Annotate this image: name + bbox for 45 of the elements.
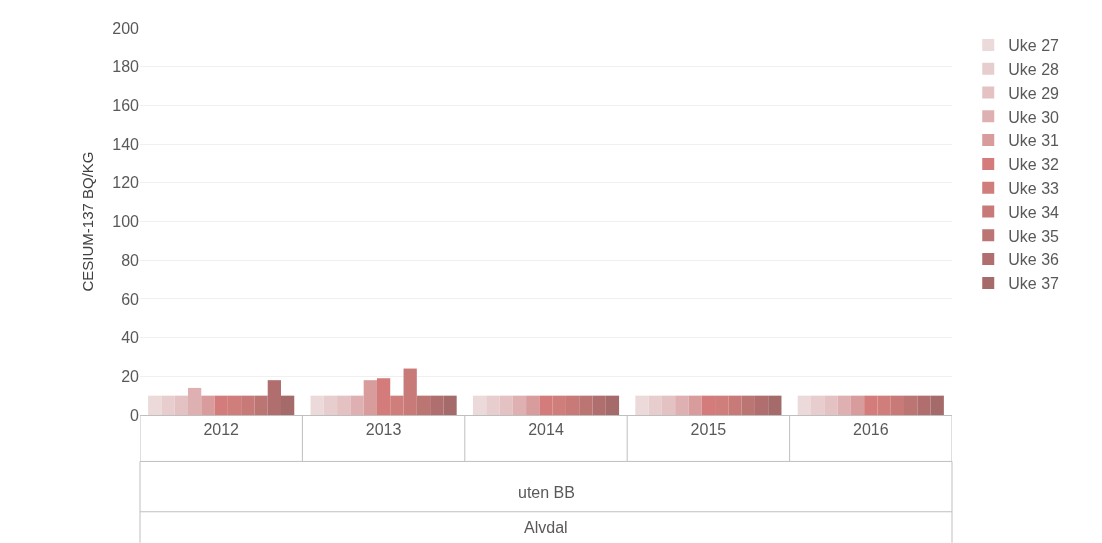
bar (363, 380, 377, 415)
legend-label: Uke 34 (1008, 203, 1060, 221)
legend-label: Uke 27 (1008, 37, 1060, 55)
y-tick-label: 80 (121, 251, 140, 269)
bar (337, 395, 351, 415)
bar (688, 395, 702, 415)
x-tick-label: 2014 (528, 421, 564, 439)
legend-label: Uke 28 (1008, 60, 1060, 78)
bar (350, 395, 364, 415)
y-tick-label: 140 (112, 135, 140, 153)
bar (675, 395, 689, 415)
bar (499, 395, 513, 415)
y-tick-label: 120 (112, 174, 140, 192)
y-tick-label: 160 (112, 97, 140, 114)
bar (526, 395, 540, 415)
legend-label: Uke 31 (1008, 132, 1060, 150)
bar (512, 395, 527, 415)
y-axis-title: CESIUM-137 BQ/KG (78, 151, 96, 292)
bar (174, 395, 188, 415)
bar (201, 395, 215, 415)
legend-label: Uke 32 (1008, 156, 1060, 174)
bar (187, 387, 202, 415)
y-tick-label: 200 (112, 19, 140, 37)
text: uten BB (518, 484, 575, 501)
x-tick-label: 2013 (365, 421, 402, 439)
legend-label: Uke 35 (1008, 227, 1060, 245)
y-tick-label: 180 (112, 58, 140, 76)
x-tick-label: 2015 (690, 421, 727, 439)
y-tick-label: 100 (112, 213, 140, 231)
bar (661, 395, 676, 415)
y-tick-label: 60 (121, 290, 140, 308)
legend-label: Uke 33 (1008, 179, 1060, 197)
legend-label: Uke 30 (1008, 108, 1060, 126)
y-tick-label: 40 (121, 329, 140, 347)
y-tick-label: 20 (121, 367, 140, 385)
text: Alvdal (524, 519, 568, 536)
legend-label: Uke 36 (1008, 251, 1060, 269)
legend-label: Uke 37 (1008, 275, 1060, 293)
y-tick-label: 0 (130, 406, 140, 424)
bar (824, 395, 838, 415)
bar (850, 395, 865, 415)
x-tick-label: 2012 (203, 421, 240, 439)
bar (837, 395, 851, 415)
legend-label: Uke 29 (1008, 84, 1060, 102)
x-tick-label: 2016 (853, 421, 889, 439)
